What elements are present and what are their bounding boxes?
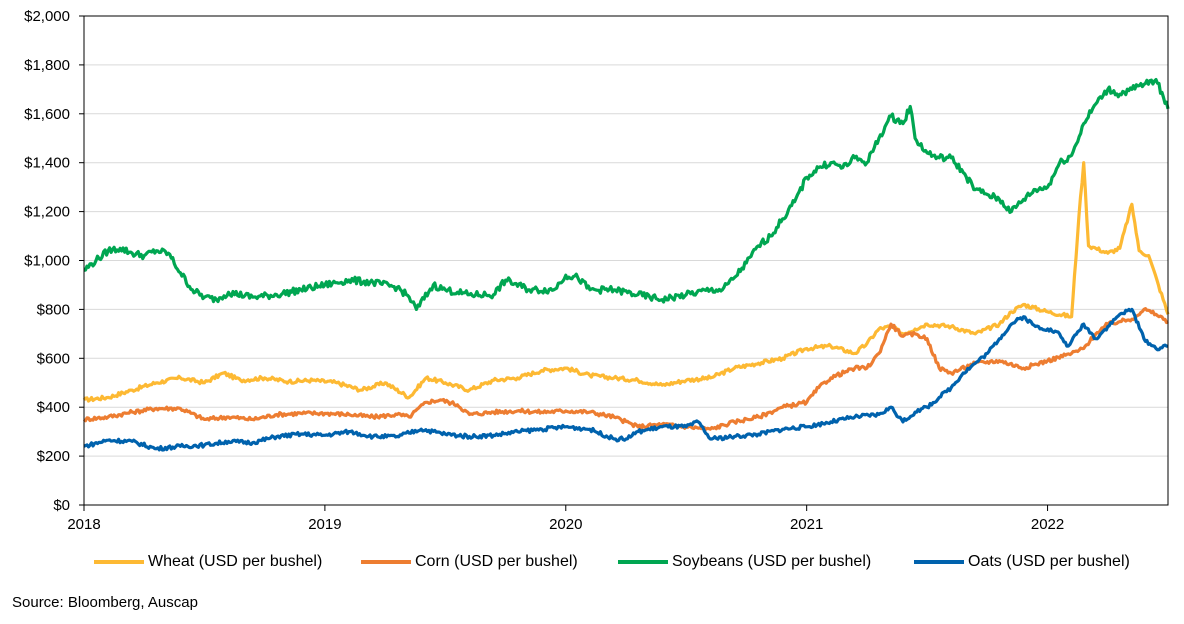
- legend-swatch-wheat: [94, 560, 144, 564]
- line-chart: $0 $200 $400 $600 $800 $1,000 $1,200 $1,400 $1,6…: [24, 8, 1170, 533]
- x-tick-label: 2019: [308, 516, 341, 533]
- series-line-soybeans: [83, 77, 1170, 311]
- legend-label-corn: Corn (USD per bushel): [415, 553, 578, 570]
- y-tick-label: $1,400: [24, 155, 70, 172]
- x-tick-label: 2021: [790, 516, 823, 533]
- legend-swatch-soybeans: [618, 560, 668, 564]
- x-axis-ticks: 2018 2019 2020 2021 2022: [67, 505, 1064, 533]
- y-tick-label: $1,000: [24, 253, 70, 270]
- source-note: Source: Bloomberg, Auscap: [12, 594, 198, 611]
- legend-swatch-oats: [914, 560, 964, 564]
- legend-swatch-corn: [361, 560, 411, 564]
- x-tick-label: 2018: [67, 516, 100, 533]
- y-tick-label: $1,200: [24, 204, 70, 221]
- y-tick-label: $600: [37, 350, 70, 367]
- series-line-wheat: [82, 161, 1170, 403]
- x-tick-label: 2022: [1031, 516, 1064, 533]
- y-tick-label: $200: [37, 448, 70, 465]
- legend-label-oats: Oats (USD per bushel): [968, 553, 1130, 570]
- legend-item-oats: Oats (USD per bushel): [914, 548, 1130, 576]
- y-tick-label: $0: [53, 497, 70, 514]
- y-tick-label: $2,000: [24, 8, 70, 25]
- y-axis-ticks: $0 $200 $400 $600 $800 $1,000 $1,200 $1,400 $1,6…: [24, 8, 84, 514]
- legend-label-wheat: Wheat (USD per bushel): [148, 553, 323, 570]
- gridlines: [84, 64, 1168, 457]
- legend-item-wheat: Wheat (USD per bushel): [94, 548, 322, 576]
- series-line-corn: [82, 307, 1169, 431]
- legend-item-corn: Corn (USD per bushel): [361, 548, 578, 576]
- legend: Wheat (USD per bushel) Corn (USD per bus…: [0, 548, 1184, 576]
- series-lines: [82, 77, 1170, 452]
- plot-frame: [83, 15, 1169, 506]
- x-tick-label: 2020: [549, 516, 582, 533]
- y-tick-label: $1,800: [24, 57, 70, 74]
- y-tick-label: $800: [37, 301, 70, 318]
- y-tick-label: $400: [37, 399, 70, 416]
- legend-item-soybeans: Soybeans (USD per bushel): [618, 548, 871, 576]
- series-line-oats: [83, 307, 1169, 452]
- legend-label-soybeans: Soybeans (USD per bushel): [672, 553, 872, 570]
- y-tick-label: $1,600: [24, 106, 70, 123]
